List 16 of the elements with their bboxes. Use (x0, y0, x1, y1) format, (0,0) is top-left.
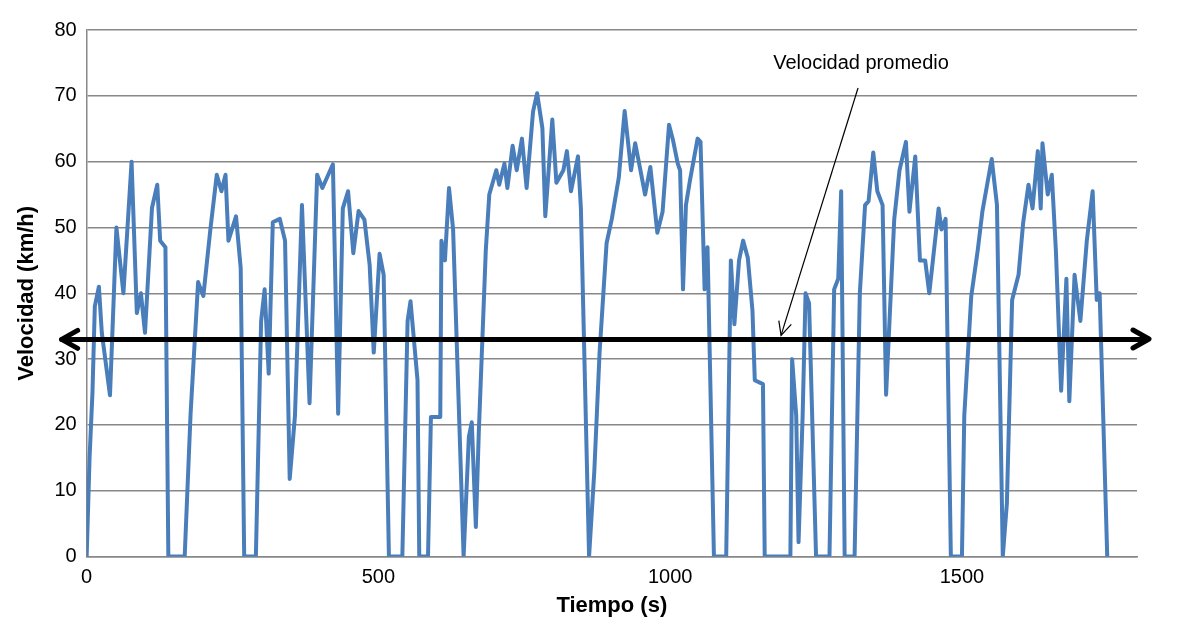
y-tick-label: 70 (54, 83, 77, 106)
y-tick-label: 30 (54, 346, 77, 369)
y-axis-title: Velocidad (km/h) (13, 205, 39, 381)
x-tick-label: 1500 (939, 565, 985, 588)
y-tick-label: 80 (54, 17, 77, 40)
x-tick-label: 1000 (647, 565, 693, 588)
y-tick-label: 50 (54, 214, 77, 237)
y-tick-label: 0 (65, 544, 77, 567)
y-tick-label: 20 (54, 412, 77, 435)
x-axis-title: Tiempo (s) (556, 591, 668, 617)
y-tick-label: 40 (54, 280, 77, 303)
x-tick-label: 0 (81, 565, 93, 588)
annotation: Velocidad promedio (773, 50, 949, 73)
y-tick-label: 10 (54, 478, 77, 501)
x-tick-label: 500 (361, 565, 396, 588)
y-tick-label: 60 (54, 149, 77, 172)
